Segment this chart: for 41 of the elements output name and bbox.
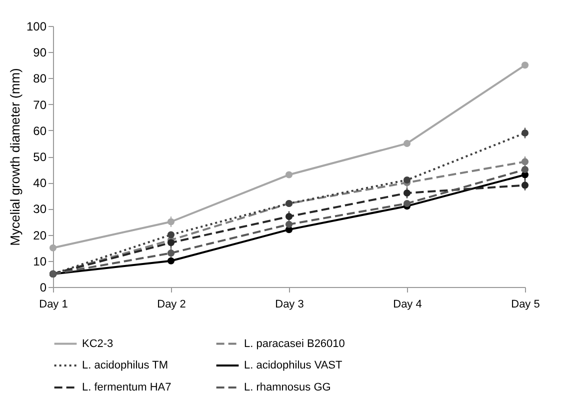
point xyxy=(167,239,175,246)
x-tick-label: Day 5 xyxy=(511,298,540,310)
y-tick-label: 20 xyxy=(33,228,47,242)
point xyxy=(167,218,175,226)
legend-label: L. acidophilus VAST xyxy=(244,360,343,372)
legend-label: L. fermentum HA7 xyxy=(82,382,172,394)
point xyxy=(521,182,529,189)
legend-label: L. rhamnosus GG xyxy=(244,382,331,394)
point xyxy=(167,250,175,257)
y-tick-label: 80 xyxy=(33,72,47,86)
x-tick-label: Day 2 xyxy=(157,298,186,310)
point xyxy=(285,220,293,228)
y-tick-label: 100 xyxy=(26,20,47,34)
y-tick-label: 40 xyxy=(33,176,47,190)
legend-label: L. acidophilus TM xyxy=(82,360,168,372)
point xyxy=(521,129,529,137)
y-tick-label: 60 xyxy=(33,124,47,138)
y-tick-label: 30 xyxy=(33,202,47,216)
x-tick-label: Day 1 xyxy=(39,298,68,310)
y-axis-title: Mycelial growth diameter (mm) xyxy=(7,68,22,246)
y-tick-label: 0 xyxy=(40,280,47,294)
point xyxy=(403,176,411,184)
point xyxy=(521,62,529,69)
y-tick-label: 90 xyxy=(33,46,47,60)
legend-label: L. paracasei B26010 xyxy=(244,338,345,350)
point xyxy=(285,213,293,220)
point xyxy=(521,166,529,174)
point xyxy=(521,158,529,166)
y-tick-label: 10 xyxy=(33,254,47,268)
point xyxy=(49,244,57,252)
point xyxy=(403,190,411,197)
point xyxy=(285,171,293,178)
y-tick-label: 50 xyxy=(33,150,47,164)
point xyxy=(167,231,175,238)
x-tick-label: Day 3 xyxy=(275,298,304,310)
point xyxy=(403,140,411,147)
point xyxy=(167,257,175,264)
y-tick-label: 70 xyxy=(33,98,47,112)
point xyxy=(403,200,411,208)
x-tick-label: Day 4 xyxy=(393,298,422,310)
legend-label: KC2-3 xyxy=(82,338,114,350)
